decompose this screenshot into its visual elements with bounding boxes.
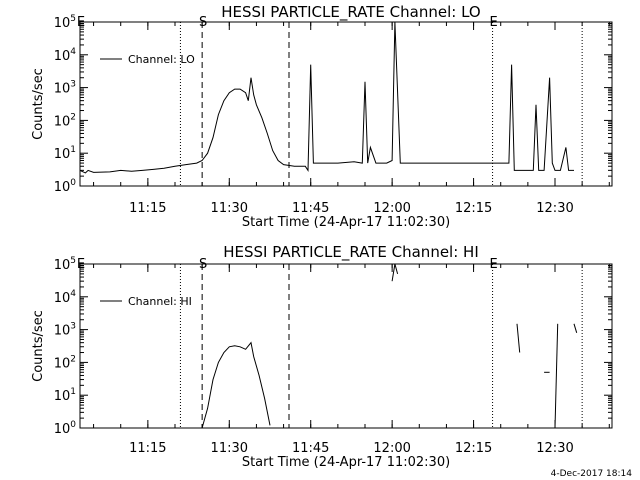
x-tick-label: 11:15 — [129, 441, 166, 456]
plot-frame — [79, 263, 613, 429]
x-tick-label: 11:45 — [292, 201, 329, 216]
marker-label: E — [489, 257, 497, 272]
y-tick-label: 102 — [54, 354, 76, 371]
chart-panel-hi: HESSI PARTICLE_RATE Channel: HI Counts/se… — [31, 243, 613, 470]
x-tick-label: 11:15 — [129, 201, 166, 216]
x-axis-label: Start Time (24-Apr-17 11:02:30) — [242, 215, 450, 230]
x-tick-label: 12:30 — [536, 201, 573, 216]
x-tick-label: 12:30 — [536, 441, 573, 456]
y-tick-label: 102 — [54, 112, 76, 129]
series-line — [391, 263, 399, 282]
y-tick-label: 103 — [54, 322, 76, 339]
y-tick-label: 105 — [54, 14, 76, 31]
x-axis-label: Start Time (24-Apr-17 11:02:30) — [242, 455, 450, 470]
x-tick-label: 11:30 — [211, 441, 248, 456]
x-tick-label: 11:30 — [211, 201, 248, 216]
y-tick-label: 101 — [54, 145, 76, 162]
y-tick-label: 101 — [54, 387, 76, 404]
marker-label: E — [77, 15, 85, 30]
chart-title: HESSI PARTICLE_RATE Channel: HI — [223, 243, 479, 262]
series-line — [516, 323, 521, 353]
chart-panel-lo: HESSI PARTICLE_RATE Channel: LO Counts/se… — [31, 3, 613, 230]
y-tick-label: 104 — [54, 289, 77, 306]
legend-label: Channel: LO — [128, 53, 195, 66]
marker-label: E — [489, 15, 497, 30]
x-tick-label: 12:15 — [455, 201, 492, 216]
y-tick-label: 100 — [54, 420, 77, 437]
series-line — [554, 323, 559, 429]
plot-frame — [79, 21, 613, 187]
legend-label: Channel: HI — [128, 295, 192, 308]
y-tick-label: 104 — [54, 47, 77, 64]
y-axis-label: Counts/sec — [31, 310, 46, 382]
y-tick-label: 100 — [54, 178, 77, 195]
marker-label: E — [77, 257, 85, 272]
series-line — [201, 341, 271, 429]
x-tick-label: 12:00 — [373, 441, 410, 456]
x-tick-label: 12:00 — [373, 201, 410, 216]
marker-label: S — [199, 15, 207, 30]
footer-timestamp: 4-Dec-2017 18:14 — [551, 469, 633, 479]
series-line — [79, 21, 574, 174]
x-tick-label: 11:45 — [292, 441, 329, 456]
x-tick-label: 12:15 — [455, 441, 492, 456]
marker-label: S — [199, 257, 207, 272]
series-line — [573, 323, 578, 333]
y-tick-label: 105 — [54, 256, 76, 273]
y-axis-label: Counts/sec — [31, 68, 46, 140]
chart-title: HESSI PARTICLE_RATE Channel: LO — [221, 3, 480, 22]
y-tick-label: 103 — [54, 80, 76, 97]
